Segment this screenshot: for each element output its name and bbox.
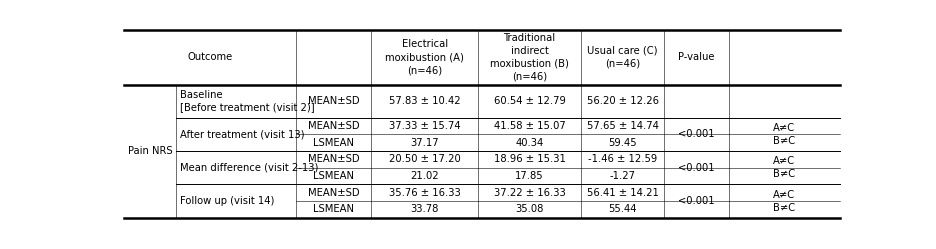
Text: 37.17: 37.17 [410,138,439,148]
Text: MEAN±SD: MEAN±SD [307,96,359,106]
Text: Traditional
indirect
moxibustion (B)
(n=46): Traditional indirect moxibustion (B) (n=… [490,33,568,81]
Text: 59.45: 59.45 [607,138,636,148]
Text: 20.50 ± 17.20: 20.50 ± 17.20 [388,154,461,165]
Text: 40.34: 40.34 [515,138,543,148]
Text: Baseline
[Before treatment (visit 2)]: Baseline [Before treatment (visit 2)] [180,90,314,112]
Text: 17.85: 17.85 [515,171,543,181]
Text: 56.20 ± 12.26: 56.20 ± 12.26 [586,96,658,106]
Text: -1.27: -1.27 [609,171,635,181]
Text: -1.46 ± 12.59: -1.46 ± 12.59 [587,154,656,165]
Text: <0.001: <0.001 [678,163,714,173]
Text: 35.08: 35.08 [515,204,543,214]
Text: A≠C
B≠C: A≠C B≠C [772,156,795,180]
Text: MEAN±SD: MEAN±SD [307,154,359,165]
Text: 57.65 ± 14.74: 57.65 ± 14.74 [586,121,658,131]
Text: 21.02: 21.02 [410,171,439,181]
Text: MEAN±SD: MEAN±SD [307,188,359,198]
Text: 60.54 ± 12.79: 60.54 ± 12.79 [493,96,565,106]
Text: <0.001: <0.001 [678,129,714,139]
Text: Electrical
moxibustion (A)
(n=46): Electrical moxibustion (A) (n=46) [385,39,463,75]
Text: P-value: P-value [678,52,714,62]
Text: A≠C
B≠C: A≠C B≠C [772,123,795,146]
Text: 18.96 ± 15.31: 18.96 ± 15.31 [493,154,565,165]
Text: Outcome: Outcome [187,52,233,62]
Text: LSMEAN: LSMEAN [313,138,354,148]
Text: MEAN±SD: MEAN±SD [307,121,359,131]
Text: LSMEAN: LSMEAN [313,204,354,214]
Text: Mean difference (visit 2-13): Mean difference (visit 2-13) [180,163,317,173]
Text: Pain NRS: Pain NRS [127,146,172,156]
Text: LSMEAN: LSMEAN [313,171,354,181]
Text: Usual care (C)
(n=46): Usual care (C) (n=46) [587,46,657,69]
Text: 37.33 ± 15.74: 37.33 ± 15.74 [388,121,461,131]
Text: 41.58 ± 15.07: 41.58 ± 15.07 [493,121,564,131]
Text: 55.44: 55.44 [607,204,636,214]
Text: A≠C
B≠C: A≠C B≠C [772,189,795,213]
Text: 35.76 ± 16.33: 35.76 ± 16.33 [388,188,461,198]
Text: 33.78: 33.78 [410,204,439,214]
Text: 57.83 ± 10.42: 57.83 ± 10.42 [388,96,461,106]
Text: <0.001: <0.001 [678,196,714,206]
Text: 37.22 ± 16.33: 37.22 ± 16.33 [493,188,564,198]
Text: After treatment (visit 13): After treatment (visit 13) [180,129,303,139]
Text: Follow up (visit 14): Follow up (visit 14) [180,196,273,206]
Text: 56.41 ± 14.21: 56.41 ± 14.21 [586,188,658,198]
